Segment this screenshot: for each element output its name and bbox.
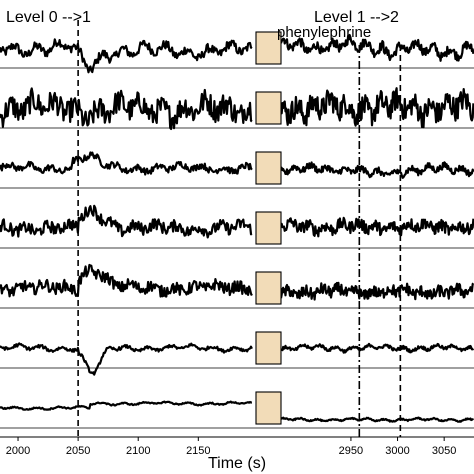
trace-2-post bbox=[280, 87, 474, 129]
trace-1-post bbox=[279, 33, 474, 62]
trace-5-post bbox=[279, 281, 474, 301]
phenylephrine-annotation: phenylephrine bbox=[277, 24, 371, 41]
x-axis-label: Time (s) bbox=[208, 455, 266, 472]
trace-2-pre bbox=[0, 87, 253, 130]
phenylephrine-block bbox=[255, 331, 282, 365]
phenylephrine-block bbox=[255, 391, 282, 425]
trace-7-pre bbox=[0, 400, 253, 411]
x-tick-label: 2950 bbox=[339, 445, 363, 457]
trace-6-pre bbox=[0, 342, 253, 376]
x-tick-label: 2100 bbox=[126, 445, 150, 457]
marker-lines bbox=[77, 20, 402, 437]
trace-group bbox=[0, 33, 474, 423]
axes-group bbox=[0, 67, 474, 438]
trace-5-pre bbox=[0, 263, 253, 298]
x-tick-label: 2050 bbox=[66, 445, 90, 457]
x-ticks: 2000 2050 2100 2150 2950 3000 3050 bbox=[6, 437, 456, 457]
phenylephrine-block bbox=[255, 31, 282, 65]
trace-6-post bbox=[280, 342, 474, 354]
level-1-to-2-annotation: Level 1 -->2 bbox=[314, 9, 399, 26]
trace-3-post bbox=[280, 161, 474, 179]
phenylephrine-block bbox=[255, 91, 282, 125]
trace-4-post bbox=[280, 216, 474, 238]
x-tick-label: 2150 bbox=[186, 445, 210, 457]
level-0-to-1-annotation: Level 0 -->1 bbox=[6, 9, 91, 26]
drug-blocks bbox=[255, 31, 282, 425]
x-tick-label: 3000 bbox=[385, 445, 409, 457]
trace-1-pre bbox=[0, 38, 253, 74]
phenylephrine-block bbox=[255, 271, 282, 305]
phenylephrine-block bbox=[255, 211, 282, 245]
trace-4-pre bbox=[0, 204, 253, 239]
trace-3-pre bbox=[0, 151, 253, 176]
phenylephrine-block bbox=[255, 151, 282, 185]
x-tick-label: 3050 bbox=[432, 445, 456, 457]
x-tick-label: 2000 bbox=[6, 445, 30, 457]
trace-7-post bbox=[280, 416, 474, 423]
